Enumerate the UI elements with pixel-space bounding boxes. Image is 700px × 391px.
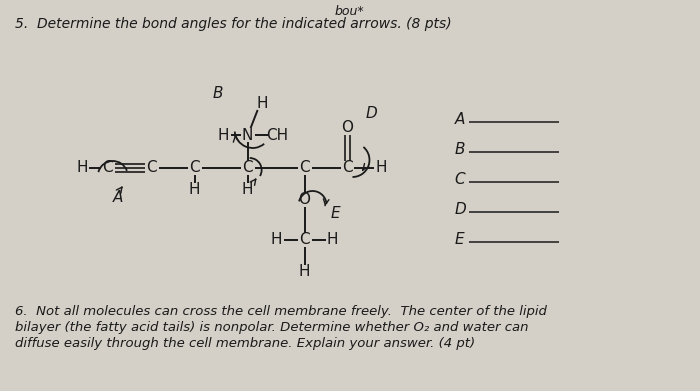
Text: C: C bbox=[454, 172, 465, 188]
Text: C: C bbox=[242, 160, 253, 176]
Text: E: E bbox=[330, 206, 340, 221]
Text: C: C bbox=[342, 160, 353, 176]
Text: A: A bbox=[454, 113, 465, 127]
Text: CH: CH bbox=[267, 127, 288, 142]
Text: A: A bbox=[113, 190, 123, 206]
Text: H: H bbox=[76, 160, 88, 176]
Text: E: E bbox=[454, 233, 464, 248]
Text: 5.  Determine the bond angles for the indicated arrows. (8 pts): 5. Determine the bond angles for the ind… bbox=[15, 17, 452, 31]
Text: B: B bbox=[454, 142, 465, 158]
Text: C: C bbox=[102, 160, 113, 176]
Text: D: D bbox=[365, 106, 377, 120]
Text: H: H bbox=[242, 183, 253, 197]
Text: D: D bbox=[454, 203, 466, 217]
Text: C: C bbox=[190, 160, 200, 176]
Text: H: H bbox=[189, 183, 200, 197]
Text: H: H bbox=[271, 233, 282, 248]
Text: B: B bbox=[212, 86, 223, 100]
Text: H: H bbox=[299, 264, 310, 280]
Text: H: H bbox=[327, 233, 338, 248]
Text: H: H bbox=[257, 95, 268, 111]
Text: C: C bbox=[300, 233, 310, 248]
Text: O: O bbox=[299, 192, 311, 208]
Text: diffuse easily through the cell membrane. Explain your answer. (4 pt): diffuse easily through the cell membrane… bbox=[15, 337, 475, 350]
Text: bou*: bou* bbox=[335, 5, 364, 18]
Text: 6.  Not all molecules can cross the cell membrane freely.  The center of the lip: 6. Not all molecules can cross the cell … bbox=[15, 305, 547, 318]
Text: N: N bbox=[242, 127, 253, 142]
Text: C: C bbox=[146, 160, 157, 176]
Text: bilayer (the fatty acid tails) is nonpolar. Determine whether O₂ and water can: bilayer (the fatty acid tails) is nonpol… bbox=[15, 321, 528, 334]
Text: H: H bbox=[376, 160, 387, 176]
Text: C: C bbox=[300, 160, 310, 176]
Text: H: H bbox=[218, 127, 230, 142]
Text: O: O bbox=[342, 120, 354, 136]
